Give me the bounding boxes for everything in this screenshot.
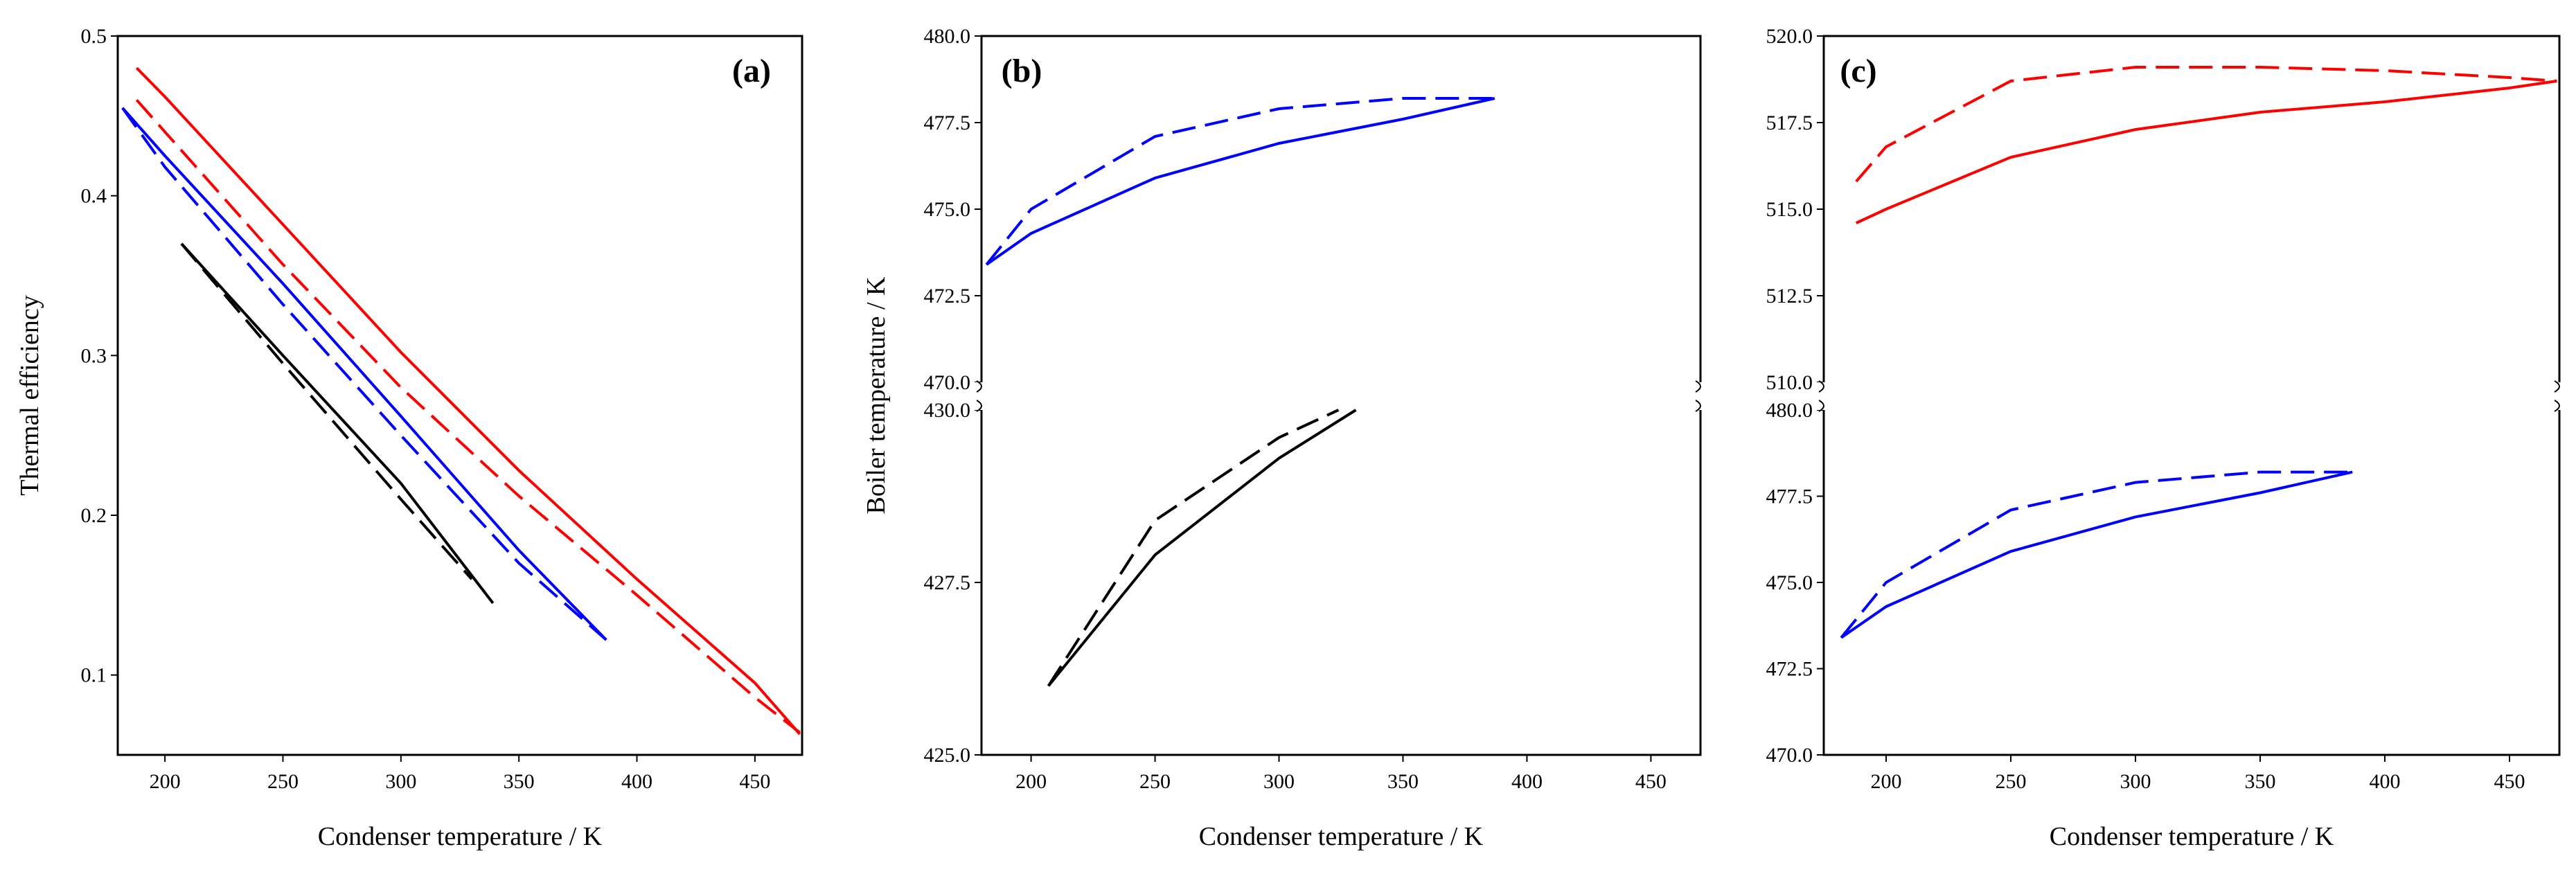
x-tick-label-0-2: 300 xyxy=(385,770,416,793)
plot-frame-1 xyxy=(980,35,1702,756)
y-tick-label-2-lower_yticks-4: 480.0 xyxy=(1766,399,1813,422)
y-tick-label-1-upper_yticks-3: 477.5 xyxy=(924,112,971,134)
x-tick-label-1-1: 250 xyxy=(1139,770,1171,793)
y-tick-label-1-upper_yticks-0: 470.0 xyxy=(924,371,971,394)
y-tick-label-2-upper_yticks-4: 520.0 xyxy=(1766,25,1813,48)
y-axis-title-0: Thermal efficiency xyxy=(15,295,44,495)
y-tick-label-2-lower_yticks-2: 475.0 xyxy=(1766,571,1813,594)
series-line-1-3 xyxy=(1047,409,1340,687)
y-tick-label-1-upper_yticks-4: 480.0 xyxy=(924,25,971,48)
x-axis-title-1: Condenser temperature / K xyxy=(1199,822,1484,851)
panel-label-1: (b) xyxy=(1002,53,1042,89)
y-tick-label-0-0: 0.1 xyxy=(81,664,107,687)
x-tick-label-0-5: 450 xyxy=(739,770,770,793)
y-tick-label-0-4: 0.5 xyxy=(81,25,107,48)
x-tick-label-1-0: 200 xyxy=(1015,770,1047,793)
series-line-1-0 xyxy=(986,97,1495,266)
axis-break-mark-1-left xyxy=(976,380,982,412)
y-tick-label-1-upper_yticks-1: 472.5 xyxy=(924,285,971,307)
series-line-0-1 xyxy=(135,98,801,734)
x-tick-label-0-0: 200 xyxy=(150,770,181,793)
series-line-1-1 xyxy=(985,97,1495,266)
series-line-0-2 xyxy=(121,107,607,641)
panel-label-2: (c) xyxy=(1840,53,1876,89)
y-tick-label-1-lower_yticks-1: 427.5 xyxy=(924,571,971,594)
x-tick-label-2-2: 300 xyxy=(2120,770,2151,793)
x-tick-label-2-3: 350 xyxy=(2245,770,2276,793)
y-tick-label-1-lower_yticks-0: 425.0 xyxy=(924,744,971,767)
series-line-2-0 xyxy=(1855,80,2557,224)
y-tick-label-2-upper_yticks-0: 510.0 xyxy=(1766,371,1813,394)
y-tick-label-2-lower_yticks-0: 470.0 xyxy=(1766,744,1813,767)
axis-break-mark-2-right xyxy=(2554,380,2560,412)
series-line-0-5 xyxy=(180,242,473,580)
x-axis-title-0: Condenser temperature / K xyxy=(318,822,603,851)
x-tick-label-0-4: 400 xyxy=(621,770,652,793)
y-axis-title-1: Boiler temperature / K xyxy=(862,276,891,514)
series-line-2-1 xyxy=(1855,66,2557,183)
panel-label-0: (a) xyxy=(732,53,771,89)
y-tick-label-0-1: 0.2 xyxy=(81,504,107,527)
y-tick-label-2-lower_yticks-1: 472.5 xyxy=(1766,658,1813,681)
series-line-2-2 xyxy=(1840,470,2353,639)
x-axis-title-2: Condenser temperature / K xyxy=(2050,822,2334,851)
y-tick-label-1-lower_yticks-2: 430.0 xyxy=(924,399,971,422)
x-tick-label-2-4: 400 xyxy=(2370,770,2401,793)
y-tick-label-0-2: 0.3 xyxy=(81,344,107,367)
plot-frame-2 xyxy=(1822,35,2561,756)
series-line-0-4 xyxy=(180,242,495,605)
y-tick-label-2-upper_yticks-2: 515.0 xyxy=(1766,198,1813,221)
series-line-0-0 xyxy=(135,66,801,735)
series-line-1-2 xyxy=(1047,409,1357,687)
x-tick-label-1-2: 300 xyxy=(1263,770,1295,793)
series-line-0-3 xyxy=(121,107,607,641)
y-tick-label-0-3: 0.4 xyxy=(81,185,107,208)
x-tick-label-0-1: 250 xyxy=(267,770,299,793)
plot-frame-0 xyxy=(116,35,803,756)
y-tick-label-2-lower_yticks-3: 477.5 xyxy=(1766,485,1813,508)
y-tick-label-2-upper_yticks-1: 512.5 xyxy=(1766,285,1813,307)
x-tick-label-2-1: 250 xyxy=(1996,770,2027,793)
x-tick-label-1-4: 400 xyxy=(1511,770,1543,793)
x-tick-label-1-5: 450 xyxy=(1635,770,1667,793)
x-tick-label-2-5: 450 xyxy=(2494,770,2525,793)
x-tick-label-0-3: 350 xyxy=(504,770,535,793)
x-tick-label-2-0: 200 xyxy=(1871,770,1902,793)
y-tick-label-2-upper_yticks-3: 517.5 xyxy=(1766,112,1813,134)
series-line-2-3 xyxy=(1840,470,2353,639)
x-tick-label-1-3: 350 xyxy=(1387,770,1419,793)
y-tick-label-1-upper_yticks-2: 475.0 xyxy=(924,198,971,221)
axis-break-mark-1-right xyxy=(1695,380,1701,412)
axis-break-mark-2-left xyxy=(1818,380,1824,412)
